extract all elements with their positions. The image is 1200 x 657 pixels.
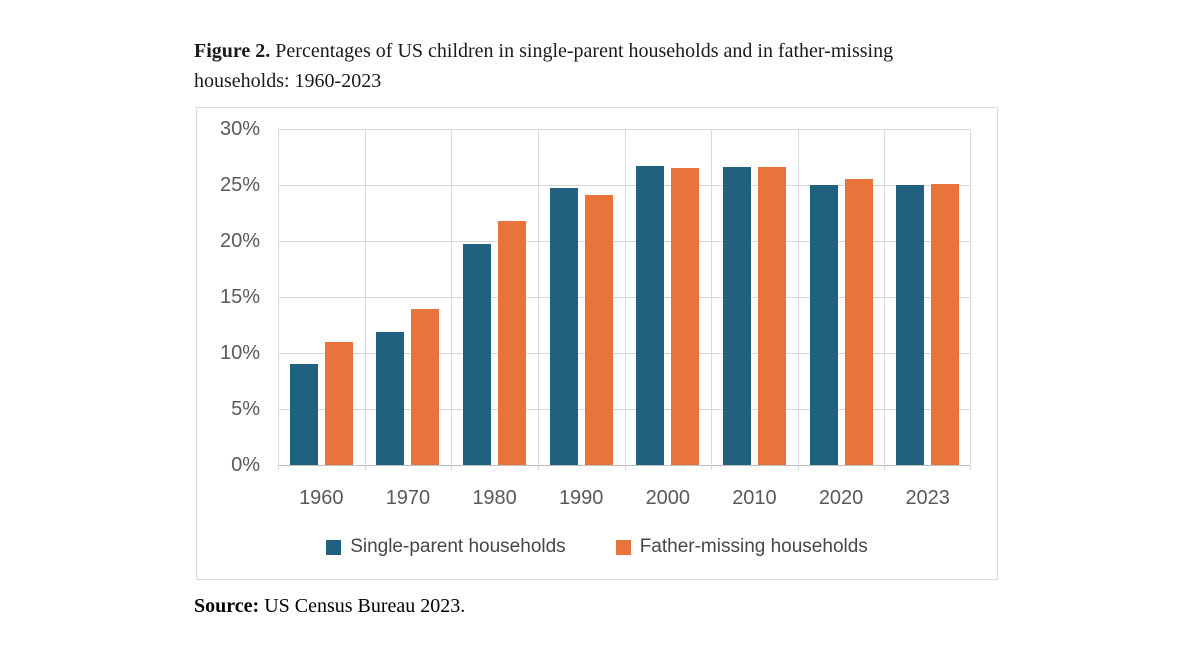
x-tick-label: 1970 [385,487,431,509]
legend-label: Single-parent households [350,536,566,557]
y-tick-label: 15% [219,286,260,308]
x-tick-label: 2010 [732,487,777,509]
category-gridline [364,129,366,470]
bar-2020-single-parent-households [809,185,838,465]
bar-group-1990 [538,129,625,465]
figure-caption: Percentages of US children in single-par… [194,40,894,92]
y-tick-label: 30% [219,118,260,140]
bar-group-1980 [451,129,538,465]
legend-item-single-parent-households: Single-parent households [326,536,566,558]
bar-2010-single-parent-households [722,167,751,465]
category-gridline [278,129,279,470]
figure-title: Figure 2. Percentages of US children in … [194,36,984,96]
category-gridline [884,129,886,470]
bar-1990-single-parent-households [549,188,578,465]
figure-label: Figure 2. [194,40,271,62]
bar-group-1960 [278,129,365,465]
bar-1990-father-missing-households [584,195,613,465]
x-tick-label: 2020 [818,487,864,509]
legend-item-father-missing-households: Father-missing households [615,536,868,558]
chart-frame: 0% 5% 10% 15% 20% 25% 30% 1960 1970 1980 1990 2000… [196,107,998,580]
bar-2023-father-missing-households [931,183,960,465]
x-tick-label: 2000 [645,487,691,509]
bar-2023-single-parent-households [896,185,925,465]
bar-2020-father-missing-households [844,179,873,465]
category-gridline [537,129,539,470]
bar-2000-single-parent-households [636,165,665,465]
y-tick-label: 25% [219,174,260,196]
bar-group-1970 [365,129,452,465]
x-tick-label: 1960 [299,487,344,509]
legend-swatch-icon [615,539,631,555]
legend-swatch-icon [326,539,342,555]
bar-2000-father-missing-households [671,168,700,465]
y-tick-label: 10% [219,342,260,364]
bar-1980-single-parent-households [463,244,492,465]
category-gridline [797,129,799,470]
plot-area [278,129,971,470]
x-tick-label: 1990 [558,487,604,509]
source-text: US Census Bureau 2023. [259,595,466,617]
bar-1960-father-missing-households [324,341,353,465]
y-tick-label: 0% [231,454,260,476]
bar-1970-father-missing-households [411,309,440,465]
legend-label: Father-missing households [639,536,868,557]
category-gridline [451,129,453,470]
y-tick-label: 20% [219,230,260,252]
category-gridline [624,129,626,470]
x-tick-label: 2023 [905,487,950,509]
bar-group-2020 [798,129,885,465]
bar-2010-father-missing-households [757,167,786,465]
source-note: Source: US Census Bureau 2023. [194,592,465,620]
category-gridline [970,129,971,470]
bar-group-2010 [711,129,798,465]
legend: Single-parent households Father-missing h… [197,536,997,558]
x-tick-label: 1980 [472,487,517,509]
bar-group-2000 [625,129,712,465]
source-label: Source: [194,595,260,617]
bar-1980-father-missing-households [498,220,527,465]
bar-1970-single-parent-households [376,331,405,465]
y-tick-label: 5% [231,398,260,420]
bar-1960-single-parent-households [289,364,318,465]
category-gridline [711,129,713,470]
bar-group-2023 [884,129,971,465]
